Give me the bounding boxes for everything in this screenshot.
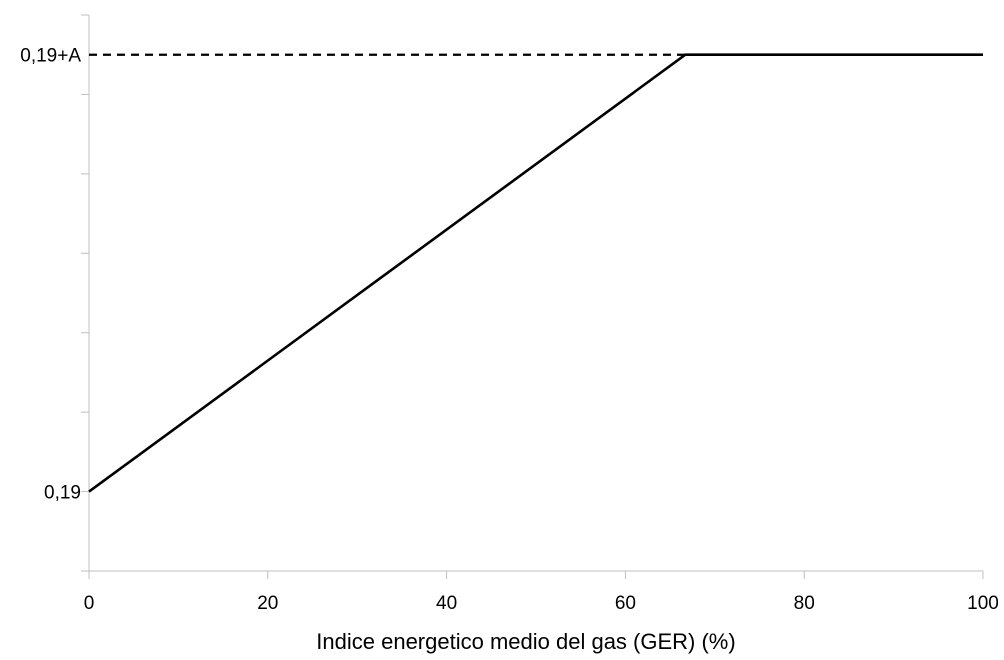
x-tick-label: 60 (615, 593, 636, 614)
x-tick-labels: 0 20 40 60 80 100 (84, 593, 999, 614)
x-tick-label: 0 (84, 593, 95, 614)
x-axis-ticks (88, 571, 984, 579)
y-tick-labels: 0,19 0,19+A (20, 46, 81, 504)
series-line (88, 53, 983, 493)
axes (81, 15, 983, 572)
x-axis-title: Indice energetico medio del gas (GER) (%… (316, 629, 735, 654)
series-layer (88, 53, 983, 493)
x-tick-label: 100 (967, 593, 999, 614)
x-tick-label: 40 (436, 593, 457, 614)
y-axis-ticks (81, 14, 89, 572)
x-tick-label: 80 (794, 593, 815, 614)
x-tick-label: 20 (257, 593, 278, 614)
y-tick-label: 0,19 (44, 483, 81, 504)
y-tick-label: 0,19+A (20, 46, 81, 67)
